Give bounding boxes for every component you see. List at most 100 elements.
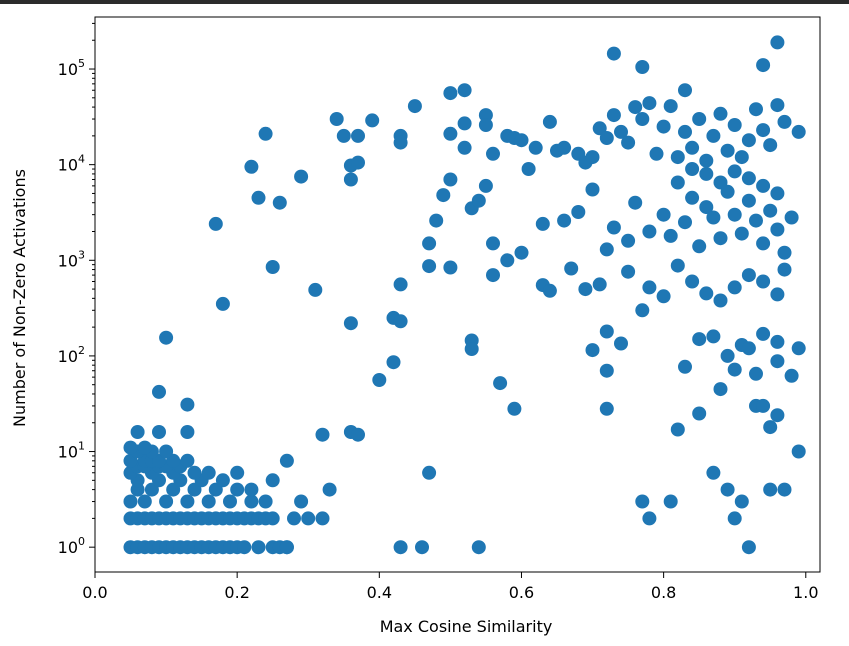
data-point [727, 362, 742, 377]
data-point [713, 175, 728, 190]
data-point [685, 190, 700, 205]
y-tick-label: 105 [58, 57, 85, 79]
data-point [457, 116, 472, 131]
data-point [407, 99, 422, 114]
data-point [734, 150, 749, 165]
data-point [656, 119, 671, 134]
y-tick-label: 103 [58, 248, 85, 270]
data-point [727, 511, 742, 526]
data-point [749, 102, 763, 117]
data-point [770, 35, 785, 50]
data-point [343, 316, 358, 331]
y-tick-label: 102 [58, 344, 85, 366]
y-axis-ticks: 100 101 102 103 104 105 [58, 22, 95, 557]
data-point [727, 118, 742, 132]
data-point [777, 114, 792, 129]
data-point [727, 164, 742, 179]
data-point [137, 494, 152, 509]
data-point [478, 108, 493, 123]
x-tick-label: 0.4 [367, 583, 392, 602]
data-point [486, 268, 500, 283]
y-axis-label: Number of Non-Zero Activations [10, 169, 29, 427]
data-point [642, 224, 657, 239]
data-point [329, 112, 344, 126]
data-point [791, 444, 806, 459]
data-point [486, 236, 500, 251]
data-point [365, 113, 380, 128]
data-point [784, 368, 799, 383]
data-point [265, 473, 280, 488]
data-point [514, 245, 529, 260]
data-point [763, 420, 778, 435]
data-point [599, 131, 614, 145]
x-tick-label: 1.0 [793, 583, 818, 602]
data-point [159, 494, 174, 509]
data-point [756, 58, 771, 73]
data-point [251, 190, 266, 205]
data-point [763, 203, 778, 218]
x-axis-ticks: 0.0 0.2 0.4 0.6 0.8 1.0 [82, 572, 819, 602]
data-point [642, 96, 657, 111]
data-point [258, 494, 273, 509]
data-point [507, 401, 522, 416]
data-point [422, 259, 437, 274]
data-point [315, 427, 330, 442]
data-point [741, 268, 756, 283]
data-point [756, 326, 771, 341]
data-point [215, 473, 230, 488]
points-layer [123, 35, 806, 555]
x-tick-label: 0.6 [509, 583, 534, 602]
data-point [621, 264, 636, 279]
data-point [635, 112, 650, 126]
data-point [585, 182, 600, 197]
data-point [308, 282, 323, 297]
data-point [187, 465, 202, 480]
data-point [734, 494, 749, 509]
data-point [628, 100, 643, 115]
plot-frame [94, 16, 821, 573]
x-axis-label: Max Cosine Similarity [380, 617, 553, 636]
data-point [685, 162, 700, 176]
data-point [678, 83, 692, 98]
data-point [635, 303, 650, 318]
data-point [763, 138, 778, 153]
data-point [436, 188, 451, 203]
data-point [791, 341, 806, 356]
data-point [770, 186, 785, 201]
data-point [670, 422, 685, 437]
data-point [777, 245, 792, 260]
data-point [777, 482, 792, 497]
data-point [478, 118, 493, 132]
data-point [443, 126, 458, 141]
data-point [123, 494, 138, 509]
data-point [478, 178, 493, 193]
data-point [770, 334, 785, 349]
data-point [777, 262, 792, 277]
data-point [557, 213, 572, 228]
data-point [713, 293, 728, 308]
data-point [265, 511, 280, 526]
data-point [599, 242, 614, 257]
data-point [756, 398, 771, 413]
data-point [670, 175, 685, 190]
data-point [606, 46, 621, 61]
data-point [251, 540, 266, 555]
data-point [756, 274, 771, 289]
data-point [343, 172, 358, 187]
data-point [542, 283, 557, 298]
data-point [201, 465, 216, 480]
data-point [237, 540, 252, 555]
data-point [670, 258, 685, 273]
data-point [542, 114, 557, 129]
data-point [770, 354, 785, 369]
data-point [301, 511, 316, 526]
y-tick-label: 101 [58, 440, 85, 462]
data-point [599, 363, 614, 378]
data-point [614, 336, 628, 351]
data-point [315, 511, 330, 526]
y-tick-label: 104 [58, 153, 85, 175]
data-point [514, 133, 529, 148]
data-point [741, 193, 756, 208]
data-point [727, 280, 742, 295]
data-point [621, 233, 636, 248]
